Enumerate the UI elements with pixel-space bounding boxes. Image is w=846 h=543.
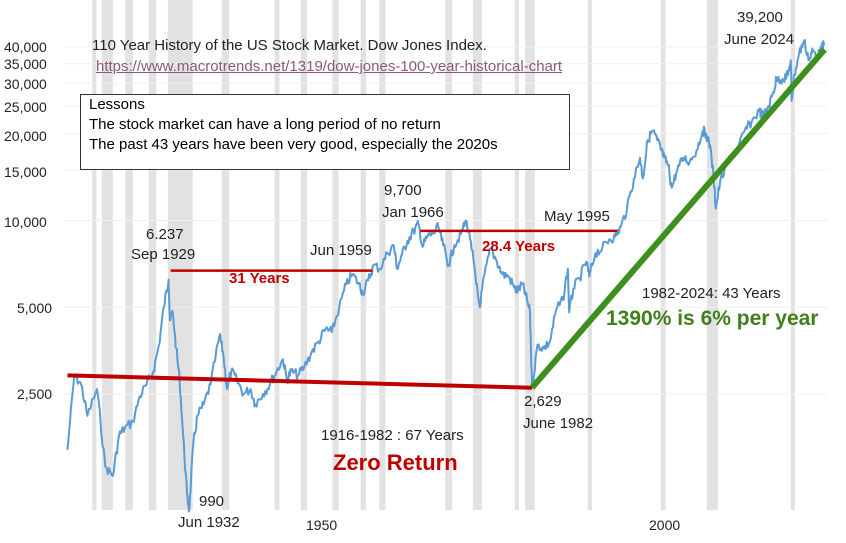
- dow-jones-line: [66, 39, 826, 513]
- recession-band: [660, 0, 666, 510]
- recession-band: [706, 0, 718, 510]
- y-tick-30000: 30,000: [4, 76, 47, 92]
- low-1982-date: June 1982: [523, 415, 594, 432]
- peak-2024-date: June 2024: [724, 31, 795, 48]
- recession-band: [525, 0, 535, 510]
- recession-band: [221, 0, 230, 510]
- recession-band: [472, 0, 482, 510]
- zero-return-trend-line: [67, 373, 533, 390]
- y-tick-40000: 40,000: [4, 39, 47, 55]
- period-1916-1982-label: 1916-1982 : 67 Years: [321, 427, 464, 444]
- y-tick-35000: 35,000: [4, 56, 47, 72]
- pct-per-year-label: 1390% is 6% per year: [606, 307, 819, 330]
- recession-band: [379, 0, 386, 510]
- low-1932-date: Jun 1932: [178, 514, 240, 531]
- peak-2024-value: 39,200: [737, 9, 783, 26]
- recession-band: [167, 0, 193, 510]
- y-tick-10000: 10,000: [4, 214, 47, 230]
- recession-band: [587, 0, 592, 510]
- jun-1959-label: Jun 1959: [310, 242, 372, 259]
- y-tick-2500: 2,500: [17, 386, 53, 402]
- recession-band: [332, 0, 339, 510]
- zero-return-label: Zero Return: [333, 450, 458, 475]
- recession-band: [445, 0, 453, 510]
- period-1982-2024-label: 1982-2024: 43 Years: [642, 285, 781, 302]
- x-tick-2000: 2000: [649, 517, 681, 533]
- span-31-years-label: 31 Years: [229, 270, 290, 287]
- peak-1966-date: Jan 1966: [382, 204, 444, 221]
- recession-band: [300, 0, 307, 510]
- recession-band: [790, 0, 795, 510]
- y-tick-5000: 5,000: [17, 300, 53, 316]
- lessons-heading: Lessons: [89, 96, 145, 113]
- low-1932-value: 990: [199, 493, 225, 510]
- x-tick-1950: 1950: [306, 517, 338, 533]
- recession-band: [92, 0, 97, 510]
- y-tick-20000: 20,000: [4, 128, 47, 144]
- low-1982-value: 2,629: [524, 393, 562, 410]
- peak-1966-value: 9,700: [384, 182, 422, 199]
- chart-title: 110 Year History of the US Stock Market.…: [92, 37, 487, 54]
- lessons-box: Lessons The stock market can have a long…: [80, 94, 570, 170]
- recession-band: [101, 0, 113, 510]
- recession-band: [514, 0, 519, 510]
- y-tick-25000: 25,000: [4, 99, 47, 115]
- source-link[interactable]: https://www.macrotrends.net/1319/dow-jon…: [96, 58, 563, 75]
- growth-trend-line: [529, 47, 827, 390]
- peak-1929-date: Sep 1929: [131, 246, 196, 263]
- lessons-line-2: The past 43 years have been very good, e…: [89, 136, 498, 153]
- recession-band: [148, 0, 157, 510]
- peak-1929-value: 6.237: [146, 226, 184, 243]
- may-1995-label: May 1995: [544, 208, 610, 225]
- y-tick-15000: 15,000: [4, 164, 47, 180]
- lessons-line-1: The stock market can have a long period …: [89, 116, 441, 133]
- recession-band: [274, 0, 280, 510]
- recession-band: [360, 0, 367, 510]
- recession-band: [125, 0, 133, 510]
- recession-bands: [92, 0, 795, 510]
- span-28-years-label: 28.4 Years: [482, 238, 556, 255]
